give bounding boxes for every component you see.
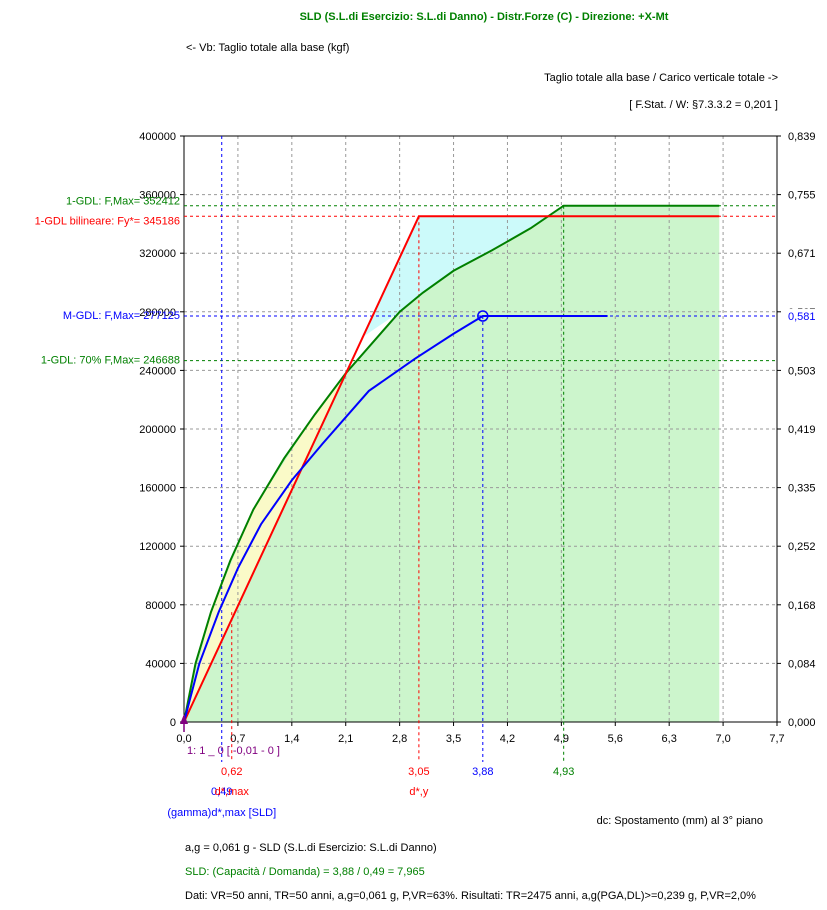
y-tick-label: 80000 bbox=[145, 600, 176, 612]
y-tick-label: 160000 bbox=[139, 483, 176, 495]
y2-tick-label: 0,419 bbox=[788, 424, 816, 436]
series-line bbox=[183, 204, 720, 723]
x-tick-label: 7,0 bbox=[715, 733, 730, 745]
right-label-backdrop bbox=[786, 309, 816, 323]
y2-tick-label: 0,335 bbox=[788, 483, 816, 495]
x-tick-label: 6,3 bbox=[662, 733, 677, 745]
series-line bbox=[183, 215, 720, 723]
series-line bbox=[183, 315, 608, 723]
x-tick-label: 0,7 bbox=[230, 733, 245, 745]
y-tick-label: 400000 bbox=[139, 131, 176, 143]
x-tick-label: 4,2 bbox=[500, 733, 515, 745]
reference-hline-label: 1-GDL bilineare: Fy*= 345186 bbox=[35, 215, 180, 227]
x-tick-label: 4,9 bbox=[554, 733, 569, 745]
origin-note: 1: 1 _ 0 [ -0,01 - 0 ] bbox=[187, 745, 280, 757]
y-tick-label: 360000 bbox=[139, 190, 176, 202]
left-axis-label: <- Vb: Taglio totale alla base (kgf) bbox=[186, 42, 349, 54]
x-tick-label: 7,7 bbox=[769, 733, 784, 745]
y2-tick-label: 0,839 bbox=[788, 131, 816, 143]
x-tick-label: 2,1 bbox=[338, 733, 353, 745]
reference-vline-label: 3,88 bbox=[472, 766, 493, 778]
x-tick-label: 1,4 bbox=[284, 733, 299, 745]
reference-vline-label: 0,62 bbox=[221, 766, 242, 778]
bilinear-excess-fill bbox=[361, 216, 550, 339]
origin-arrow-head bbox=[180, 714, 188, 724]
reference-vline-caption: d*,y bbox=[409, 786, 428, 798]
reference-vline-caption: (gamma)d*,max [SLD] bbox=[167, 807, 276, 819]
y2-tick-label: 0,168 bbox=[788, 600, 816, 612]
y-tick-label: 120000 bbox=[139, 541, 176, 553]
x-tick-label: 3,5 bbox=[446, 733, 461, 745]
capacity-area-fill bbox=[184, 205, 720, 722]
x-axis-label: dc: Spostamento (mm) al 3° piano bbox=[597, 815, 763, 827]
chart-title: SLD (S.L.di Esercizio: S.L.di Danno) - D… bbox=[300, 11, 669, 23]
footer-line-2: SLD: (Capacità / Domanda) = 3,88 / 0,49 … bbox=[185, 866, 425, 878]
x-tick-label: 5,6 bbox=[608, 733, 623, 745]
y2-tick-label: 0,671 bbox=[788, 248, 816, 260]
y2-tick-label: 0,755 bbox=[788, 190, 816, 202]
reference-hline-right-label: 0,581 bbox=[788, 311, 816, 323]
right-axis-label: Taglio totale alla base / Carico vertica… bbox=[544, 72, 778, 84]
x-tick-label: 2,8 bbox=[392, 733, 407, 745]
reference-vline-caption: d*,max bbox=[215, 786, 250, 798]
reference-hline-label: 1-GDL: 70% F,Max= 246688 bbox=[41, 355, 180, 367]
y2-tick-label: 0,252 bbox=[788, 541, 816, 553]
y-tick-label: 0 bbox=[170, 717, 176, 729]
y-tick-label: 240000 bbox=[139, 365, 176, 377]
reference-hline-label: M-GDL: F,Max= 277125 bbox=[63, 310, 180, 322]
reference-vline-label: 3,05 bbox=[408, 766, 429, 778]
y2-tick-label: 0,084 bbox=[788, 658, 816, 670]
footer-line-1: a,g = 0,061 g - SLD (S.L.di Esercizio: S… bbox=[185, 842, 437, 854]
y-tick-label: 280000 bbox=[139, 307, 176, 319]
reference-vline-label: 4,93 bbox=[553, 766, 574, 778]
y2-tick-label: 0,503 bbox=[788, 365, 816, 377]
footer-line-3: Dati: VR=50 anni, TR=50 anni, a,g=0,061 … bbox=[185, 890, 756, 902]
reference-hline-label: 1-GDL: F,Max= 352412 bbox=[66, 196, 180, 208]
y2-tick-label: 0,000 bbox=[788, 717, 816, 729]
reference-vline-label: 0,49 bbox=[211, 786, 232, 798]
right-axis-note: [ F.Stat. / W: §7.3.3.2 = 0,201 ] bbox=[629, 99, 778, 111]
y-tick-label: 40000 bbox=[145, 658, 176, 670]
y-tick-label: 200000 bbox=[139, 424, 176, 436]
x-tick-label: 0,0 bbox=[176, 733, 191, 745]
y-tick-label: 320000 bbox=[139, 248, 176, 260]
